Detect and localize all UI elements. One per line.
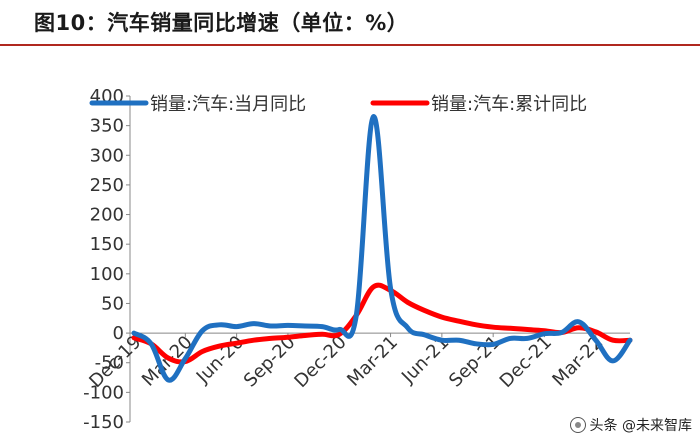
- series-monthly-yoy-line: [131, 114, 633, 383]
- watermark: 头条 @未来智库: [569, 415, 692, 435]
- y-tick-label: 100: [90, 264, 124, 285]
- series-cumulative-yoy-line: [131, 282, 633, 365]
- title-divider: [0, 44, 700, 46]
- legend-label: 销量:汽车:当月同比: [150, 94, 306, 115]
- watermark-text: 头条 @未来智库: [589, 418, 692, 434]
- y-tick-label: -150: [83, 412, 124, 433]
- legend: 销量:汽车:当月同比 销量:汽车:累计同比: [89, 94, 587, 115]
- x-tick-label: Mar-21: [343, 332, 402, 391]
- legend-label: 销量:汽车:累计同比: [431, 94, 587, 115]
- y-tick-label: 350: [90, 116, 124, 137]
- y-tick-label: 150: [90, 234, 124, 255]
- figure-title: 图10：汽车销量同比增速（单位：%）: [34, 11, 409, 35]
- x-tick-label: Dec-20: [291, 332, 351, 392]
- watermark-logo-icon: [569, 417, 586, 433]
- x-axis: Dec-19Mar-20Jun-20Sep-20Dec-20Mar-21Jun-…: [85, 332, 630, 392]
- y-tick-label: 250: [90, 175, 124, 196]
- y-tick-label: 0: [113, 323, 124, 344]
- series-layer: [131, 114, 633, 383]
- figure-title-bar: 图10：汽车销量同比增速（单位：%）: [0, 0, 700, 44]
- y-tick-label: 50: [101, 293, 124, 314]
- y-tick-label: -100: [83, 382, 124, 403]
- y-tick-label: 200: [90, 205, 124, 226]
- y-tick-label: -50: [95, 353, 124, 374]
- y-tick-label: 300: [90, 145, 124, 166]
